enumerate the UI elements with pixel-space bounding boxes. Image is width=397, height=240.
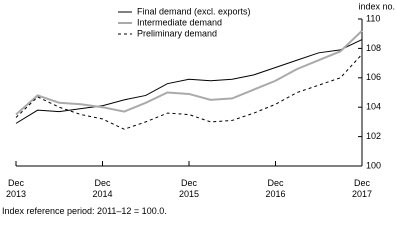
series-line [15, 39, 363, 124]
x-tick-label: Dec 2013 [5, 178, 27, 199]
x-tick-label: Dec 2016 [265, 178, 286, 199]
chart: index no. 100 102 104 106 108 110 Final demand… [2, 1, 395, 216]
y-tick-label: 104 [366, 102, 381, 112]
series-line [15, 53, 363, 130]
y-tick-label: 100 [366, 160, 381, 170]
legend-label: Preliminary demand [137, 28, 217, 38]
x-tick-label: Dec 2014 [92, 178, 113, 199]
legend-label: Intermediate demand [137, 17, 222, 27]
y-tick-label: 102 [366, 131, 381, 141]
plot: index no. 100 102 104 106 108 110 Final demand… [15, 1, 395, 170]
y-axis-label: index no. [358, 1, 395, 11]
x-tick-label: Dec 2015 [178, 178, 200, 199]
legend-label: Final demand (excl. exports) [137, 6, 251, 16]
series-line [15, 30, 363, 116]
footnote: Index reference period: 2011–12 = 100.0. [2, 206, 167, 216]
y-tick-label: 110 [366, 13, 380, 23]
x-tick-label: Dec 2017 [351, 178, 373, 199]
y-tick-label: 108 [366, 43, 381, 53]
y-tick-label: 106 [366, 72, 381, 82]
